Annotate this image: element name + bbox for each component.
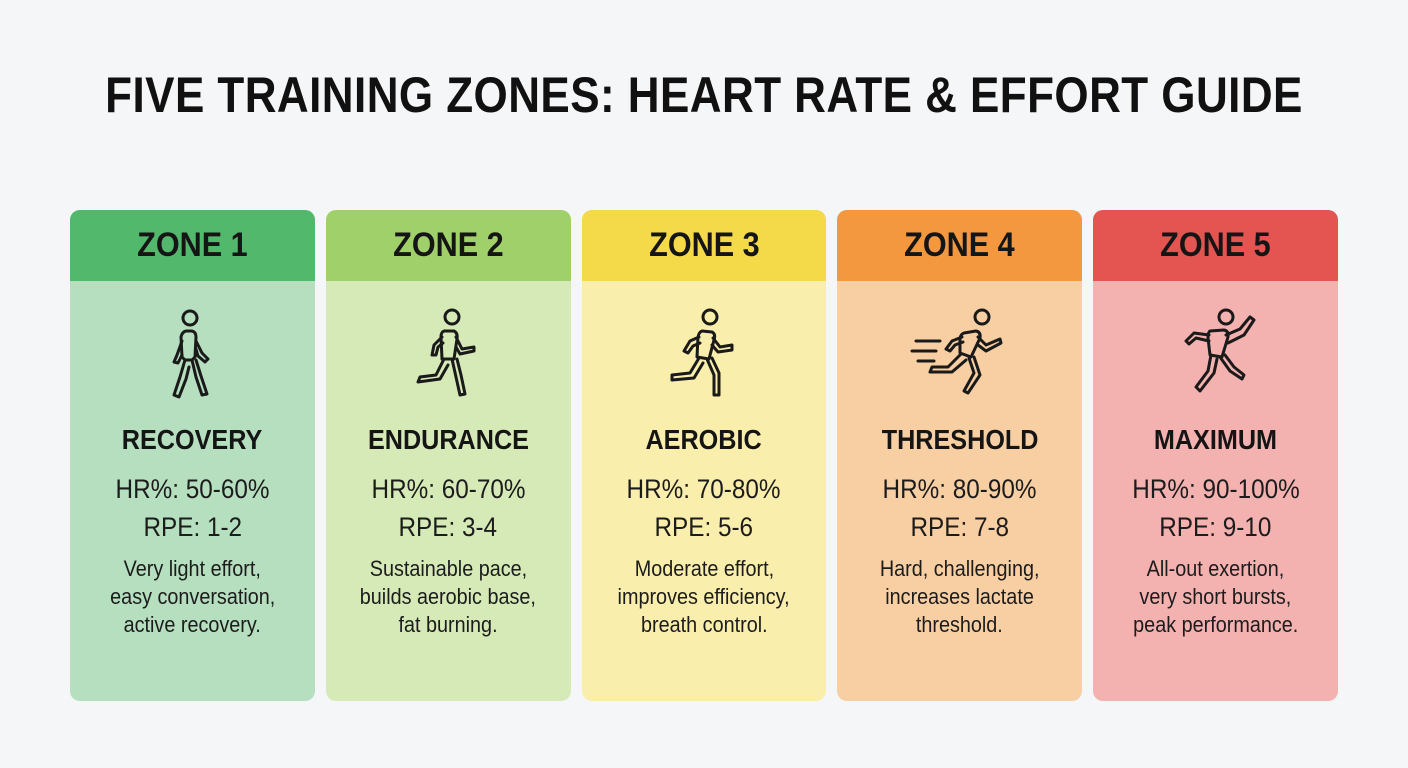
zone-description: Hard, challenging, increases lactate thr… (879, 556, 1040, 637)
zone-card-3: ZONE 3 AEROBIC HR%: 70-80% RPE: 5-6 (581, 210, 827, 701)
zone-header: ZONE 5 (1093, 210, 1338, 281)
heart-rate-range: HR%: 50-60% (115, 474, 270, 504)
page-title: FIVE TRAINING ZONES: HEART RATE & EFFORT… (105, 67, 1303, 123)
walking-person-icon (140, 305, 244, 409)
jogging-person-icon (396, 305, 500, 409)
heart-rate-range: HR%: 90-100% (1131, 474, 1300, 504)
zone-metrics: HR%: 80-90% RPE: 7-8 (874, 470, 1045, 546)
zone-metrics: HR%: 60-70% RPE: 3-4 (363, 470, 534, 546)
zone-card-5: ZONE 5 MAXIMUM HR%: 90-100% RPE: 9-10 (1093, 210, 1338, 701)
rpe-range: RPE: 9-10 (1159, 512, 1272, 542)
zone-metrics: HR%: 90-100% RPE: 9-10 (1123, 470, 1309, 546)
zone-card-2: ZONE 2 ENDURANCE HR%: 60-70% RPE: 3-4 (325, 210, 571, 701)
zone-description: Moderate effort, improves efficiency, br… (617, 556, 791, 637)
zone-name: AEROBIC (645, 424, 763, 455)
zone-header: ZONE 1 (70, 210, 315, 281)
zone-name: RECOVERY (122, 424, 263, 455)
zone-description: Sustainable pace, builds aerobic base, f… (360, 556, 537, 637)
zone-card-1: ZONE 1 RECOVERY HR%: 50-60% RPE: 1-2 (70, 210, 315, 701)
zone-description: All-out exertion, very short bursts, pea… (1133, 556, 1299, 637)
zone-name: THRESHOLD (881, 424, 1039, 455)
rpe-range: RPE: 7-8 (910, 512, 1010, 542)
zone-header: ZONE 2 (325, 210, 571, 281)
rpe-range: RPE: 3-4 (398, 512, 498, 542)
zone-cards: ZONE 1 RECOVERY HR%: 50-60% RPE: 1-2 (70, 210, 1338, 701)
heart-rate-range: HR%: 60-70% (371, 474, 526, 504)
rpe-range: RPE: 5-6 (654, 512, 754, 542)
zone-metrics: HR%: 50-60% RPE: 1-2 (107, 470, 278, 546)
fast-running-person-icon (908, 305, 1012, 409)
zone-header: ZONE 4 (837, 210, 1083, 281)
zone-card-4: ZONE 4 THRESHOLD (837, 210, 1083, 701)
zone-name: ENDURANCE (367, 424, 529, 455)
rpe-range: RPE: 1-2 (143, 512, 242, 542)
heart-rate-range: HR%: 70-80% (627, 474, 781, 504)
zone-name: MAXIMUM (1153, 424, 1278, 455)
zone-description: Very light effort, easy conversation, ac… (109, 556, 275, 637)
zone-metrics: HR%: 70-80% RPE: 5-6 (618, 470, 789, 546)
running-person-icon (652, 305, 756, 409)
heart-rate-range: HR%: 80-90% (882, 474, 1037, 504)
zone-header: ZONE 3 (581, 210, 827, 281)
sprinting-person-icon (1164, 305, 1268, 409)
